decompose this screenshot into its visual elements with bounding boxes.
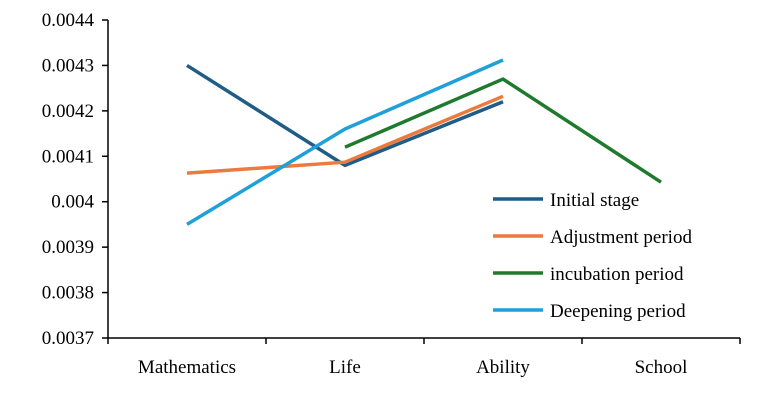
y-tick-label: 0.0038	[42, 283, 94, 304]
legend: Initial stage Adjustment period incubation…	[493, 190, 692, 322]
y-tick-label: 0.0041	[42, 146, 94, 167]
series-line-2	[344, 77, 662, 184]
y-tick-label: 0.004	[51, 192, 94, 213]
series-line-1	[186, 94, 504, 175]
legend-label: incubation period	[550, 264, 684, 285]
legend-label: Deepening period	[550, 301, 686, 322]
legend-label: Adjustment period	[550, 227, 692, 248]
series-line-0	[186, 63, 504, 168]
series-line-3	[186, 58, 504, 226]
x-tick-label: Mathematics	[138, 357, 236, 378]
axes: 0.0037 0.0038 0.0039 0.004 0.0041 0.0042 0.004…	[42, 10, 741, 378]
series-lines	[186, 58, 662, 226]
legend-label: Initial stage	[550, 190, 639, 211]
y-tick-label: 0.0042	[42, 101, 94, 122]
x-tick-label: Life	[329, 357, 361, 378]
x-tick-label: School	[635, 357, 688, 378]
y-tick-label: 0.0037	[42, 328, 94, 349]
y-tick-label: 0.0039	[42, 237, 94, 258]
x-tick-label: Ability	[476, 357, 530, 378]
y-tick-label: 0.0044	[42, 10, 95, 31]
y-tick-label: 0.0043	[42, 55, 94, 76]
